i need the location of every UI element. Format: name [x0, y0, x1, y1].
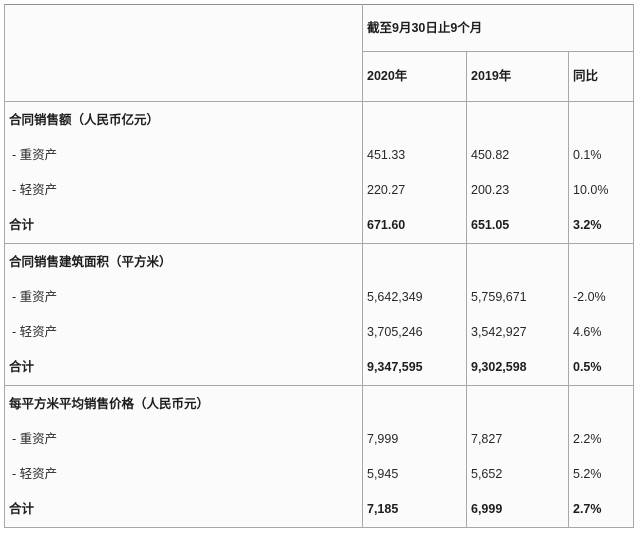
- empty-cell: [466, 243, 569, 280]
- row-label: - 重资产: [4, 279, 363, 315]
- value-yoy: -2.0%: [568, 279, 634, 315]
- value-2019: 5,759,671: [466, 279, 569, 315]
- value-2019: 200.23: [466, 172, 569, 208]
- empty-cell: [466, 385, 569, 422]
- period-header-cell: 截至9月30日止9个月: [362, 4, 634, 52]
- total-value-2020: 9,347,595: [362, 349, 467, 386]
- total-value-yoy: 3.2%: [568, 207, 634, 244]
- row-label: - 轻资产: [4, 456, 363, 492]
- total-value-2019: 9,302,598: [466, 349, 569, 386]
- total-label: 合计: [4, 207, 363, 244]
- year-2020-header: 2020年: [362, 51, 467, 102]
- yoy-header: 同比: [568, 51, 634, 102]
- section-title: 合同销售建筑面积（平方米）: [4, 243, 363, 280]
- value-yoy: 0.1%: [568, 137, 634, 173]
- total-value-yoy: 2.7%: [568, 491, 634, 528]
- section-title: 合同销售额（人民币亿元）: [4, 101, 363, 138]
- section-title-row: 每平方米平均销售价格（人民币元）: [4, 385, 634, 422]
- table-row: - 重资产 5,642,349 5,759,671 -2.0%: [4, 279, 634, 315]
- section-title: 每平方米平均销售价格（人民币元）: [4, 385, 363, 422]
- empty-cell: [568, 385, 634, 422]
- total-row: 合计 9,347,595 9,302,598 0.5%: [4, 349, 634, 386]
- empty-cell: [362, 101, 467, 138]
- value-yoy: 4.6%: [568, 314, 634, 350]
- year-2019-header: 2019年: [466, 51, 569, 102]
- row-label: - 轻资产: [4, 314, 363, 350]
- empty-cell: [362, 243, 467, 280]
- value-2019: 5,652: [466, 456, 569, 492]
- financial-table: 截至9月30日止9个月 2020年 2019年 同比 合同销售额（人民币亿元） …: [4, 4, 634, 528]
- total-value-2019: 651.05: [466, 207, 569, 244]
- table-header-row-period: 截至9月30日止9个月: [4, 4, 634, 102]
- total-value-2020: 7,185: [362, 491, 467, 528]
- value-yoy: 10.0%: [568, 172, 634, 208]
- empty-cell: [466, 101, 569, 138]
- value-2020: 3,705,246: [362, 314, 467, 350]
- empty-cell: [362, 385, 467, 422]
- empty-cell: [568, 101, 634, 138]
- value-2020: 220.27: [362, 172, 467, 208]
- total-value-2019: 6,999: [466, 491, 569, 528]
- total-row: 合计 7,185 6,999 2.7%: [4, 491, 634, 528]
- value-2020: 451.33: [362, 137, 467, 173]
- table-row: - 轻资产 5,945 5,652 5.2%: [4, 456, 634, 492]
- empty-corner-cell: [4, 4, 363, 102]
- value-yoy: 2.2%: [568, 421, 634, 457]
- total-label: 合计: [4, 491, 363, 528]
- value-2019: 450.82: [466, 137, 569, 173]
- value-2019: 3,542,927: [466, 314, 569, 350]
- total-value-yoy: 0.5%: [568, 349, 634, 386]
- row-label: - 轻资产: [4, 172, 363, 208]
- section-title-row: 合同销售建筑面积（平方米）: [4, 243, 634, 280]
- value-2020: 7,999: [362, 421, 467, 457]
- table-row: - 重资产 7,999 7,827 2.2%: [4, 421, 634, 457]
- table-row: - 重资产 451.33 450.82 0.1%: [4, 137, 634, 173]
- value-2019: 7,827: [466, 421, 569, 457]
- total-row: 合计 671.60 651.05 3.2%: [4, 207, 634, 244]
- total-label: 合计: [4, 349, 363, 386]
- empty-cell: [568, 243, 634, 280]
- value-2020: 5,945: [362, 456, 467, 492]
- row-label: - 重资产: [4, 421, 363, 457]
- table-row: - 轻资产 3,705,246 3,542,927 4.6%: [4, 314, 634, 350]
- section-title-row: 合同销售额（人民币亿元）: [4, 101, 634, 138]
- total-value-2020: 671.60: [362, 207, 467, 244]
- value-2020: 5,642,349: [362, 279, 467, 315]
- table-row: - 轻资产 220.27 200.23 10.0%: [4, 172, 634, 208]
- table-header-row-columns: 2020年 2019年 同比: [5, 51, 634, 102]
- value-yoy: 5.2%: [568, 456, 634, 492]
- row-label: - 重资产: [4, 137, 363, 173]
